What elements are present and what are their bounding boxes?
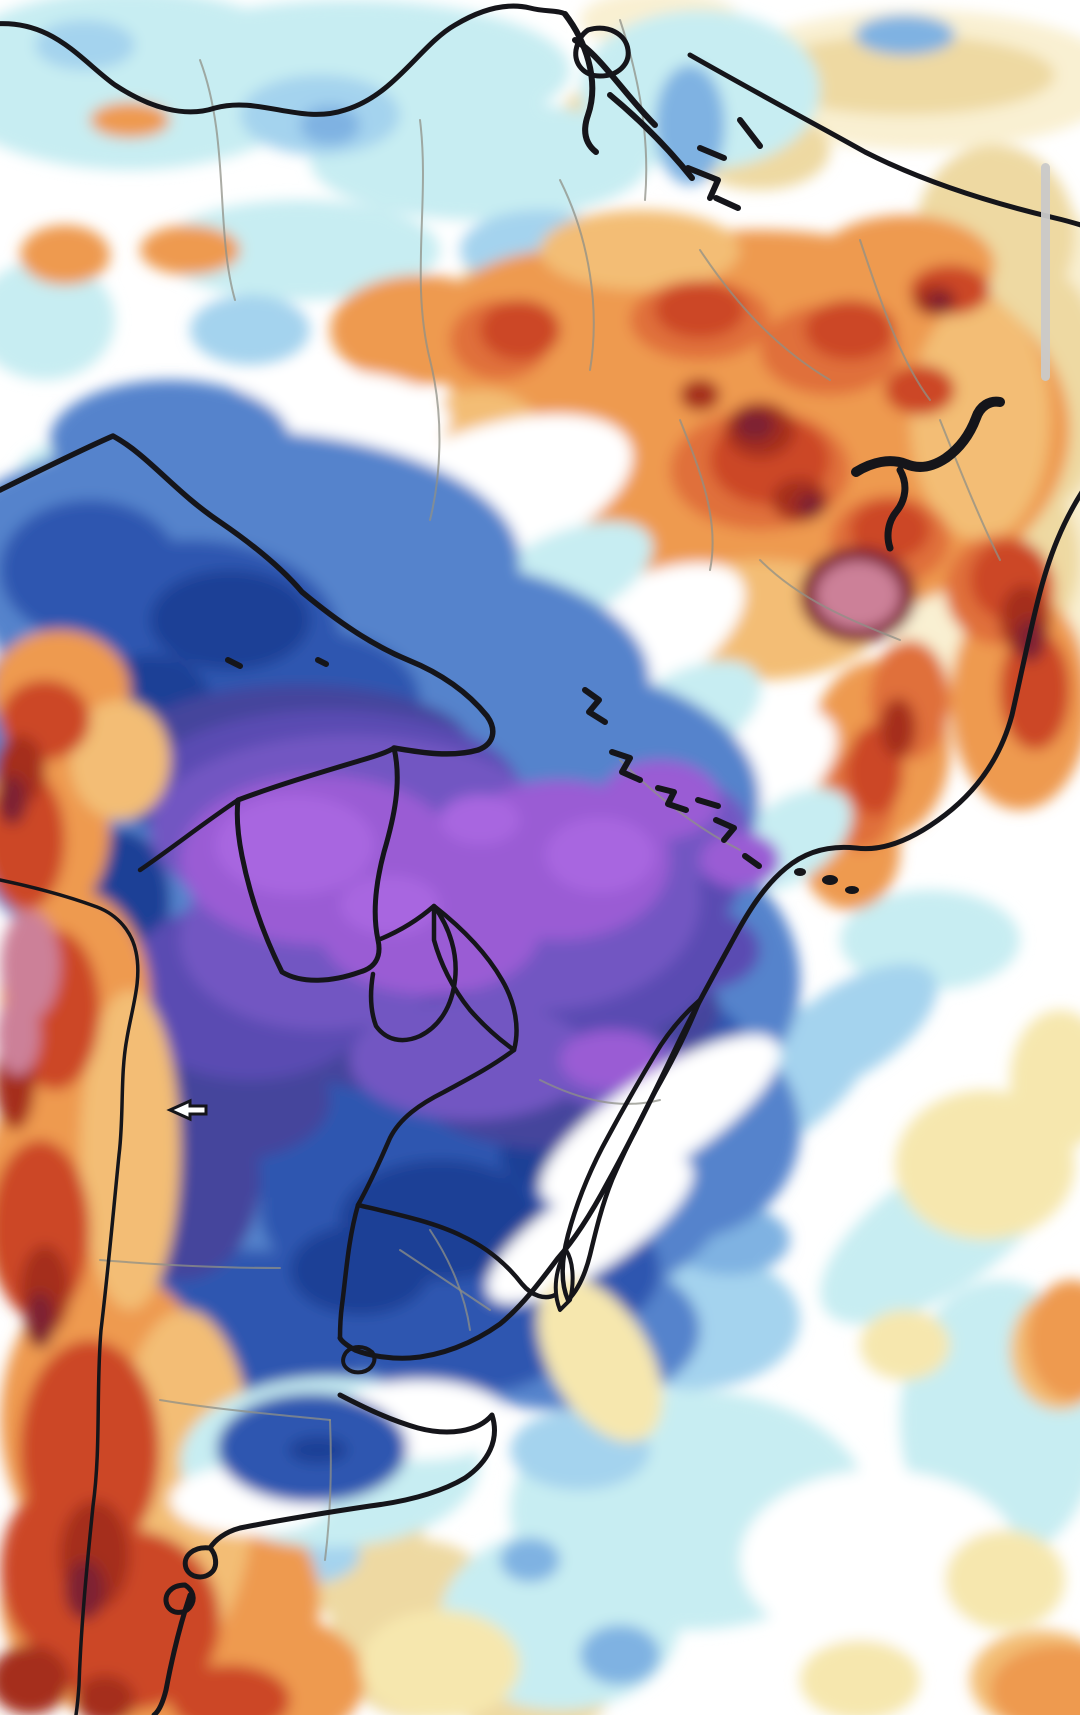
arrow-marker xyxy=(166,1098,208,1122)
coastline-north xyxy=(0,3,568,117)
border-northwest xyxy=(0,433,496,757)
border-paraguay xyxy=(234,745,400,983)
coastline-east xyxy=(337,490,1080,1361)
field-corner-orange xyxy=(990,1280,1080,1715)
field-andes-rose xyxy=(0,910,60,1075)
field-rose-ne xyxy=(816,561,900,629)
border-uruguay-brazil xyxy=(355,1202,558,1300)
coastline-argentina xyxy=(207,1392,497,1551)
border-bolivia-argentina xyxy=(0,878,140,1715)
lagoa-mirim xyxy=(553,1248,575,1312)
coastline-northeast xyxy=(687,52,1080,228)
scrollbar-thumb[interactable] xyxy=(1041,163,1050,381)
border-uruguay-river xyxy=(337,1047,517,1341)
inland-water-features xyxy=(225,396,1005,894)
coast-and-country-borders xyxy=(0,3,1080,1715)
field-pale-yellow xyxy=(360,1010,1080,1715)
river-sao-francisco xyxy=(851,396,1005,477)
field-bright-magenta xyxy=(215,795,655,935)
reservoir-squiggles-se xyxy=(582,687,762,869)
field-buenos-aires-cold-core xyxy=(288,1436,348,1464)
